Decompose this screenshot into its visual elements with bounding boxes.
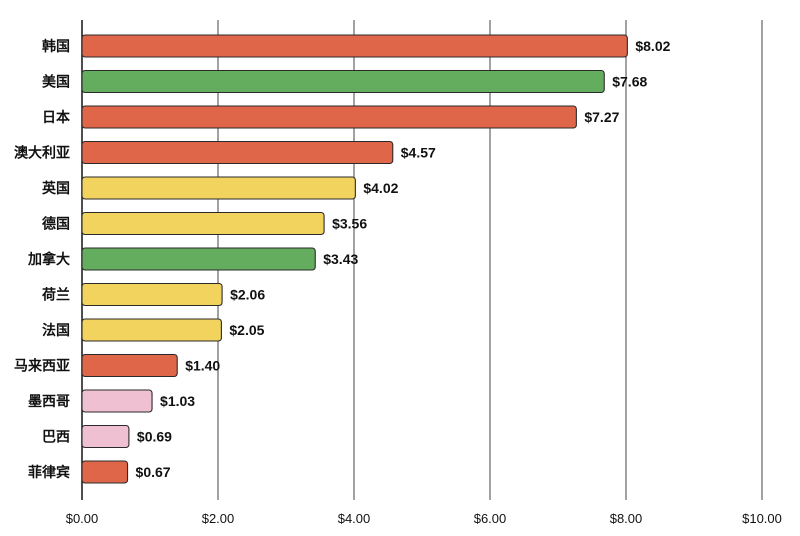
bar: [81, 140, 394, 165]
value-label: $7.27: [584, 109, 619, 125]
x-tick-label: $0.00: [66, 511, 99, 526]
bar: [81, 424, 130, 449]
value-label: $2.06: [230, 287, 265, 303]
category-label: 美国: [42, 74, 70, 91]
value-labels: $8.02 $7.68 $7.27 $4.57 $4.02 $3.56 $3.43 $2.06…: [136, 38, 671, 480]
bar: [81, 34, 628, 58]
grid-lines: [81, 20, 763, 500]
bar: [81, 176, 356, 200]
value-label: $4.57: [401, 145, 436, 161]
bar: [81, 353, 178, 378]
bar: [81, 69, 605, 94]
category-label: 加拿大: [27, 251, 70, 268]
category-label: 马来西亚: [14, 359, 70, 375]
category-label: 澳大利亚: [14, 145, 70, 162]
category-label: 日本: [42, 109, 71, 126]
x-tick-label: $10.00: [742, 511, 782, 526]
x-tick-label: $4.00: [338, 511, 371, 526]
value-label: $1.03: [160, 393, 195, 409]
bar: [81, 211, 325, 236]
category-label: 墨西哥: [28, 394, 70, 410]
category-label: 英国: [41, 180, 70, 197]
value-label: $3.56: [332, 216, 367, 232]
x-tick-label: $6.00: [474, 511, 507, 526]
bars: [81, 34, 628, 484]
bar: [81, 105, 577, 129]
x-tick-label: $2.00: [202, 511, 235, 526]
value-label: $7.68: [612, 74, 647, 90]
value-label: $0.69: [137, 429, 172, 445]
bar: [81, 282, 223, 307]
x-tick-labels: $0.00 $2.00 $4.00 $6.00 $8.00 $10.00: [66, 511, 782, 526]
bar: [81, 318, 222, 342]
value-label: $3.43: [323, 251, 358, 267]
category-label: 法国: [42, 322, 70, 339]
category-label: 菲律宾: [28, 464, 70, 481]
category-label: 韩国: [42, 38, 70, 55]
category-label: 德国: [42, 216, 70, 233]
bar: [81, 247, 316, 271]
category-label: 荷兰: [41, 287, 70, 304]
bar: [81, 460, 129, 484]
value-label: $1.40: [185, 358, 220, 374]
bar: [81, 389, 153, 413]
x-tick-label: $8.00: [610, 511, 643, 526]
value-label: $4.02: [363, 180, 398, 196]
value-label: $0.67: [136, 464, 171, 480]
value-label: $8.02: [635, 38, 670, 54]
value-label: $2.05: [229, 322, 264, 338]
category-label: 巴西: [42, 430, 70, 446]
